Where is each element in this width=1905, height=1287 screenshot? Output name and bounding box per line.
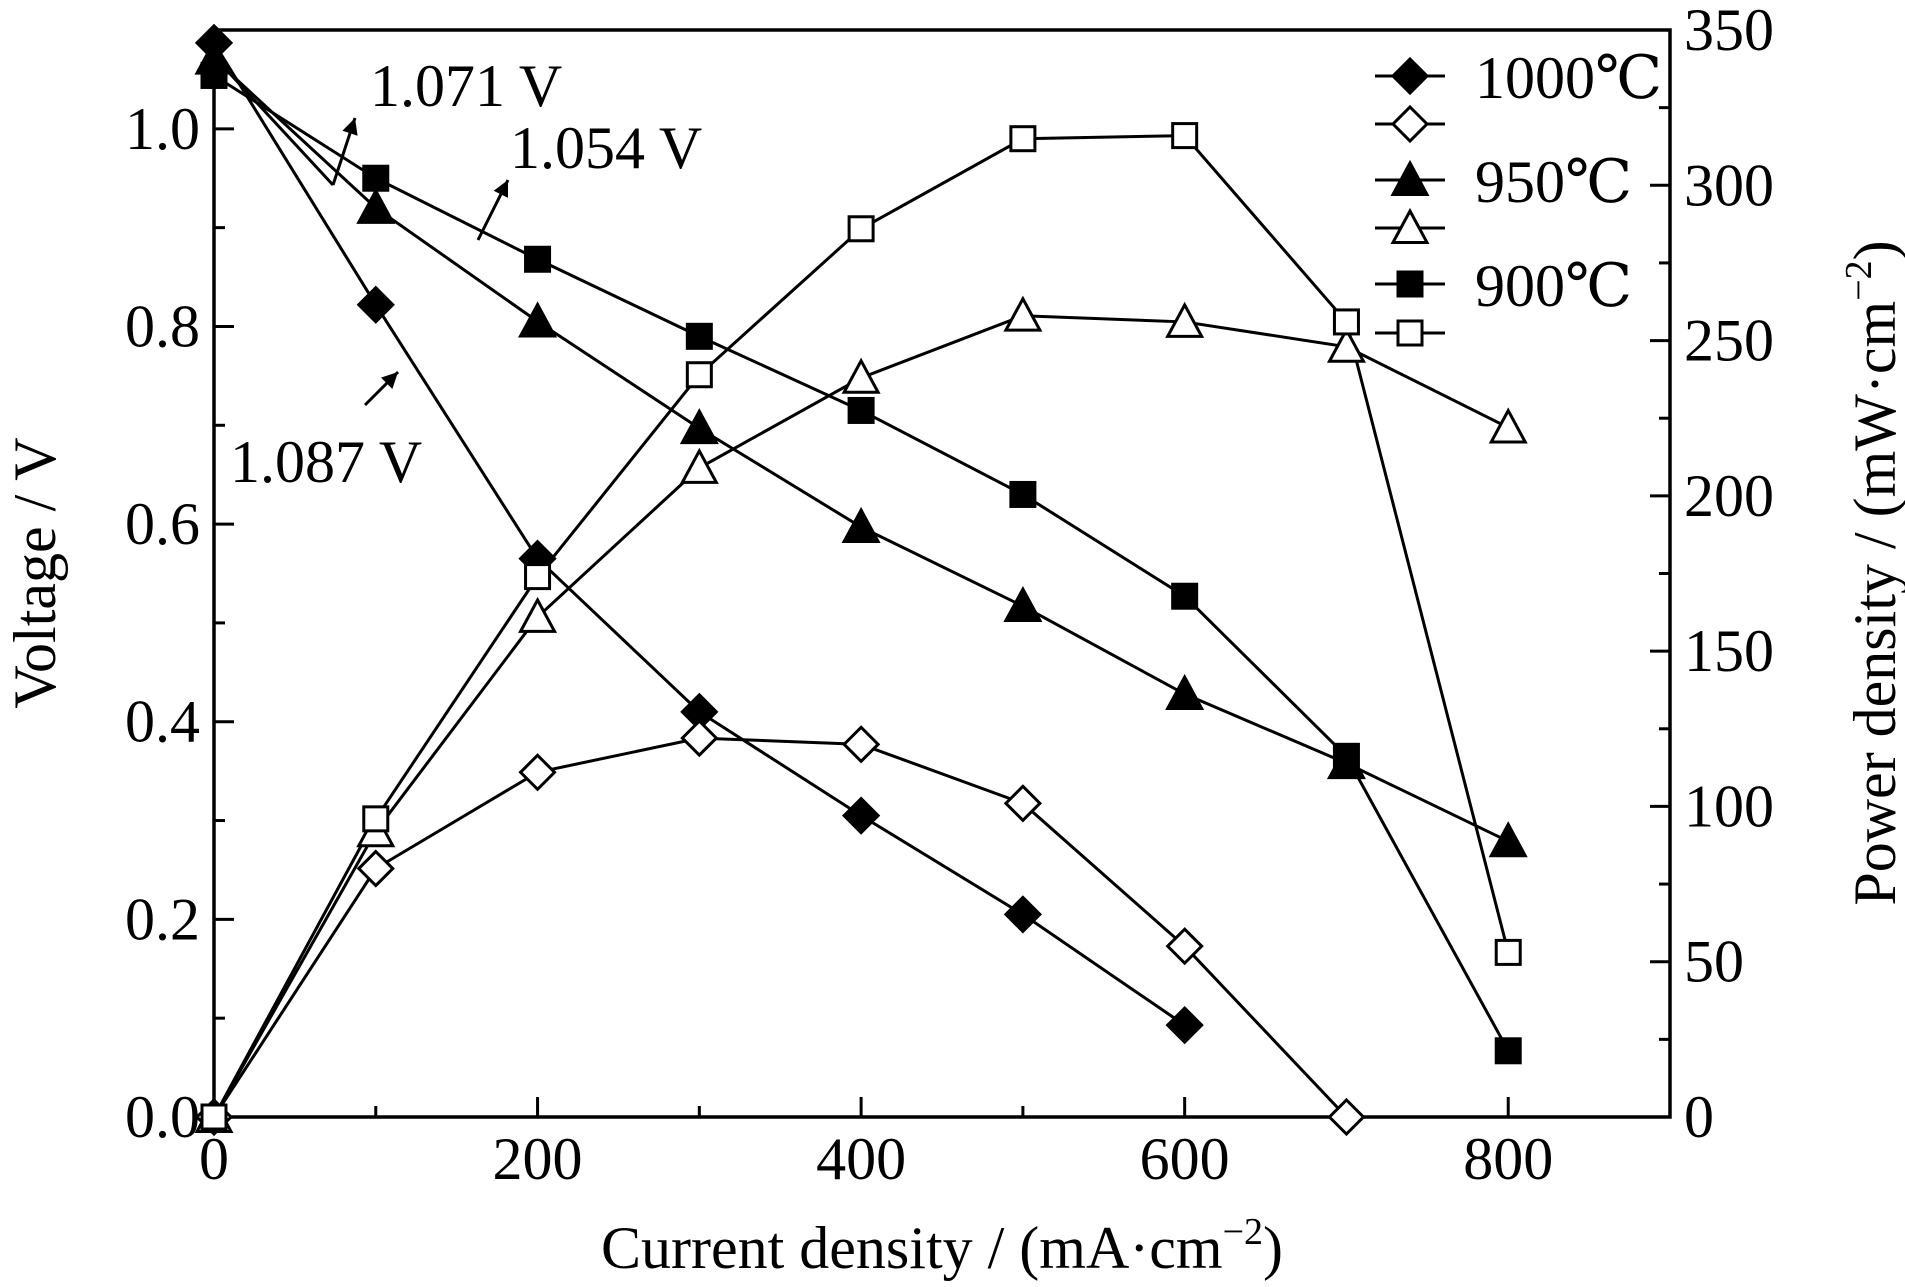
data-point-diamond-open	[680, 718, 719, 758]
legend-label: 900℃	[1475, 253, 1632, 319]
data-point-triangle-open	[1165, 301, 1205, 338]
legend-marker	[1390, 207, 1430, 244]
y-tick-label: 0.6	[125, 491, 200, 557]
x-axis-title: Current density / (mA·cm−2)	[601, 1211, 1283, 1281]
y-axis-title: Voltage / V	[2, 437, 68, 708]
annotations: 1.071 V1.054 V 1.087 V	[214, 53, 702, 495]
data-point-square-filled	[685, 322, 713, 350]
data-point-triangle-filled	[1488, 821, 1528, 858]
y-tick-label: 0.4	[125, 689, 200, 755]
data-point-square-filled	[1332, 742, 1360, 770]
legend: 1000℃ 950℃ 900℃	[1375, 45, 1662, 347]
data-point-square-open	[1009, 125, 1037, 153]
legend-label: 950℃	[1475, 149, 1632, 215]
legend-marker	[1390, 56, 1430, 96]
series-markers	[194, 23, 1528, 1137]
y-tick-label: 0.2	[125, 886, 200, 952]
x-tick-label: 200	[493, 1126, 583, 1192]
y2-axis-title-tail: )	[1842, 240, 1905, 260]
data-point-square-filled	[362, 164, 390, 192]
y2-tick-label: 250	[1684, 308, 1774, 374]
data-point-square-open	[1332, 308, 1360, 336]
data-point-triangle-open	[841, 357, 881, 394]
series-line-5	[212, 134, 1510, 1118]
data-point-diamond-filled	[841, 796, 881, 835]
data-point-square-open	[362, 805, 390, 833]
data-point-diamond-open	[841, 725, 881, 764]
data-point-square-filled	[847, 396, 875, 424]
y2-tick-label: 200	[1684, 463, 1774, 529]
x-axis-title-sup: −2	[1223, 1211, 1263, 1253]
data-point-triangle-filled	[679, 408, 719, 445]
x-axis-title-tail: )	[1263, 1215, 1283, 1281]
data-point-square-filled	[1494, 1037, 1522, 1065]
legend-marker	[1390, 104, 1430, 144]
y2-tick-label: 150	[1684, 618, 1774, 684]
x-tick-label: 600	[1140, 1126, 1230, 1192]
y2-tick-label: 50	[1684, 929, 1744, 995]
data-point-triangle-open	[679, 447, 719, 484]
data-point-square-open	[685, 361, 713, 389]
data-point-triangle-filled	[356, 187, 396, 224]
legend-marker	[1390, 159, 1430, 196]
legend-marker	[1396, 319, 1424, 347]
data-point-square-open	[1171, 122, 1199, 150]
data-point-diamond-open	[1003, 784, 1043, 823]
data-point-diamond-filled	[356, 285, 395, 324]
data-point-triangle-open	[1326, 326, 1366, 363]
data-point-diamond-open	[1165, 927, 1204, 966]
annotation-arrow-head	[381, 372, 398, 389]
annotation-arrow-head	[493, 180, 508, 198]
annotation-arrow-head	[342, 118, 358, 136]
y-tick-label: 0.0	[125, 1084, 200, 1150]
y2-tick-label: 300	[1684, 152, 1774, 218]
y2-axis-title: Power density / (mW·cm−2)	[1838, 240, 1905, 905]
y-tick-label: 1.0	[125, 96, 200, 162]
data-point-diamond-filled	[1003, 895, 1043, 934]
ticks: 0 200 400 600 800 0.0 0.2 0.4 0.6 0.8 1.0 0 50 100 150…	[125, 0, 1774, 1192]
y2-axis-title-sup: −2	[1838, 260, 1880, 300]
data-point-triangle-open	[1488, 407, 1528, 444]
data-point-triangle-open	[518, 596, 558, 633]
data-point-square-filled	[524, 245, 552, 273]
y2-tick-label: 350	[1684, 0, 1774, 63]
data-point-square-filled	[200, 61, 228, 89]
data-point-triangle-filled	[841, 506, 881, 544]
series-lines	[212, 42, 1510, 1119]
annotation-label: 1.054 V	[510, 115, 702, 181]
data-point-square-open	[847, 215, 875, 243]
data-point-triangle-filled	[1165, 673, 1205, 711]
series-line-0	[212, 42, 1186, 1027]
annotation-leader	[214, 57, 335, 187]
y-tick-label: 0.8	[125, 293, 200, 359]
data-point-square-open	[524, 563, 552, 591]
x-tick-label: 400	[816, 1126, 906, 1192]
plot-frame	[212, 28, 1672, 1119]
y2-tick-label: 0	[1684, 1084, 1714, 1150]
data-point-square-open	[1494, 938, 1522, 966]
data-point-square-filled	[1171, 582, 1199, 610]
data-point-diamond-open	[518, 753, 557, 792]
data-point-diamond-open	[356, 849, 395, 888]
data-point-diamond-open	[1327, 1097, 1366, 1137]
annotation-label: 1.071 V	[370, 53, 562, 119]
annotation-label: 1.087 V	[230, 429, 422, 495]
data-point-diamond-filled	[1165, 1005, 1204, 1045]
series-line-1	[212, 736, 1348, 1119]
legend-marker	[1396, 270, 1424, 298]
data-point-square-open	[200, 1103, 228, 1131]
data-point-triangle-filled	[518, 301, 558, 338]
x-tick-label: 0	[199, 1126, 229, 1192]
legend-label: 1000℃	[1475, 45, 1662, 111]
data-point-triangle-filled	[1003, 585, 1043, 623]
y2-tick-label: 100	[1684, 773, 1774, 839]
x-tick-label: 800	[1463, 1126, 1553, 1192]
data-point-triangle-open	[1003, 295, 1043, 332]
data-point-square-filled	[1009, 480, 1037, 508]
